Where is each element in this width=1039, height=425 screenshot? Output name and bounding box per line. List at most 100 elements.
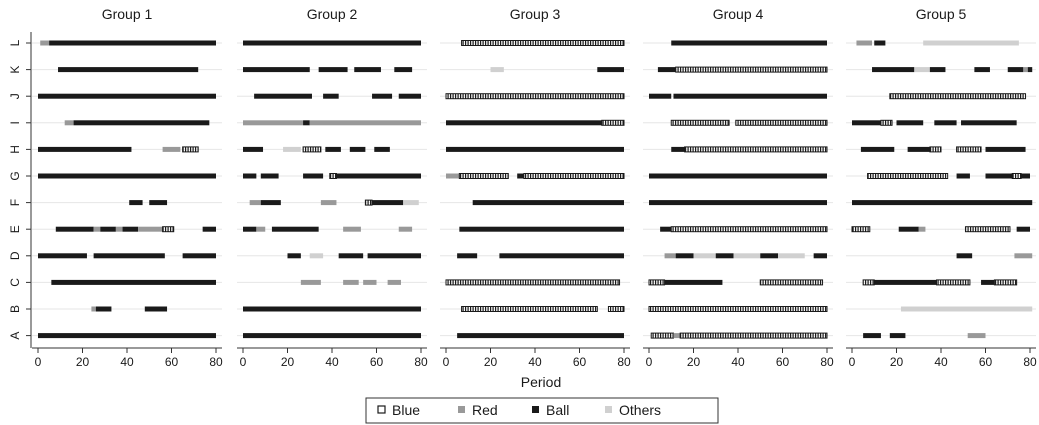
bar-ball: [760, 253, 779, 259]
bar-blue: [679, 332, 828, 339]
x-tick-label: 0: [240, 355, 247, 369]
panel-2: Group 2 0 20 40 60 80: [237, 6, 428, 369]
x-tick-label: 20: [890, 355, 904, 369]
bar-others: [403, 200, 419, 206]
bar-others: [733, 253, 761, 259]
bar-ball: [664, 279, 723, 285]
x-tick-label: 60: [165, 355, 179, 369]
bar-blue: [458, 173, 509, 179]
bar-blue: [182, 146, 199, 153]
bar-ball: [243, 226, 257, 232]
bar-ball: [394, 67, 413, 73]
bar-others: [490, 67, 504, 73]
bar-red: [387, 279, 401, 285]
panel-1: Group 1 0 20 40 60 80: [32, 6, 223, 369]
bar-ball: [660, 226, 672, 232]
panel-title: Group 1: [102, 6, 153, 22]
bar-red: [256, 226, 266, 232]
bar-ball: [49, 40, 216, 46]
bar-blue: [445, 93, 625, 100]
panel-title: Group 2: [307, 6, 358, 22]
legend-marker-others: [605, 406, 612, 413]
bar-ball: [243, 173, 257, 179]
bar-others: [900, 306, 1033, 312]
bar-ball: [38, 253, 87, 259]
bar-ball: [1016, 226, 1030, 232]
bar-blue: [867, 173, 949, 179]
bar-ball: [374, 146, 390, 152]
bar-ball: [597, 67, 624, 73]
bar-blue: [956, 146, 982, 153]
bar-blue: [675, 66, 828, 73]
bar-blue: [162, 226, 175, 233]
bar-ball: [985, 173, 1013, 179]
bar-red: [967, 333, 986, 339]
bar-blue: [364, 199, 373, 206]
bar-blue: [929, 146, 942, 153]
legend-label-ball: Ball: [546, 402, 569, 418]
bar-ball: [202, 226, 216, 232]
bar-blue: [648, 279, 666, 286]
row-label-K: K: [8, 66, 22, 74]
row-label-E: E: [8, 225, 22, 233]
bar-ball: [813, 253, 827, 259]
bar-ball: [896, 120, 924, 126]
bar-ball: [1007, 67, 1024, 73]
x-tick-label: 80: [820, 355, 834, 369]
x-tick-label: 40: [325, 355, 339, 369]
bar-ball: [243, 333, 421, 339]
bar-ball: [287, 253, 301, 259]
bar-ball: [243, 306, 421, 312]
bar-ball: [336, 173, 421, 179]
bar-ball: [372, 93, 393, 99]
bar-ball: [1021, 173, 1030, 179]
x-tick-label: 40: [528, 355, 542, 369]
bar-ball: [907, 146, 930, 152]
bar-ball: [243, 146, 264, 152]
bar-ball: [58, 67, 199, 73]
x-tick-label: 0: [646, 355, 653, 369]
bar-red: [673, 333, 681, 339]
bar-ball: [325, 146, 341, 152]
bar-blue: [759, 279, 824, 286]
x-tick-label: 0: [35, 355, 42, 369]
bar-blue: [851, 226, 871, 233]
bar-ball: [149, 200, 168, 206]
x-tick-label: 80: [414, 355, 428, 369]
bar-ball: [985, 146, 1026, 152]
legend-label-red: Red: [472, 402, 498, 418]
bar-red: [363, 279, 377, 285]
x-axis-title: Period: [521, 374, 561, 390]
legend-label-others: Others: [619, 402, 661, 418]
bar-blue: [993, 279, 1018, 286]
row-label-F: F: [8, 199, 22, 206]
row-label-B: B: [8, 305, 22, 313]
x-tick-label: 0: [849, 355, 856, 369]
bar-ball: [457, 333, 624, 339]
bar-red: [115, 226, 123, 232]
bar-ball: [874, 40, 886, 46]
bar-blue: [684, 146, 828, 153]
bar-others: [309, 253, 324, 259]
bar-others: [283, 146, 301, 152]
bar-ball: [338, 253, 364, 259]
bar-blue: [302, 146, 322, 153]
bar-red: [343, 279, 359, 285]
bar-ball: [934, 120, 957, 126]
bar-ball: [100, 226, 116, 232]
panel-title: Group 3: [510, 6, 561, 22]
row-label-I: I: [8, 121, 22, 124]
bar-red: [300, 279, 321, 285]
bar-ball: [372, 200, 404, 206]
bar-red: [398, 226, 413, 232]
bar-ball: [122, 226, 139, 232]
x-tick-label: 60: [776, 355, 790, 369]
bar-ball: [499, 253, 624, 259]
bar-blue: [862, 279, 875, 286]
panel-title: Group 5: [916, 6, 967, 22]
legend: Blue Red Ball Others: [365, 397, 719, 424]
bar-ball: [73, 120, 210, 126]
bar-blue: [607, 306, 625, 312]
bar-ball: [649, 93, 672, 99]
bar-blue: [670, 226, 828, 233]
